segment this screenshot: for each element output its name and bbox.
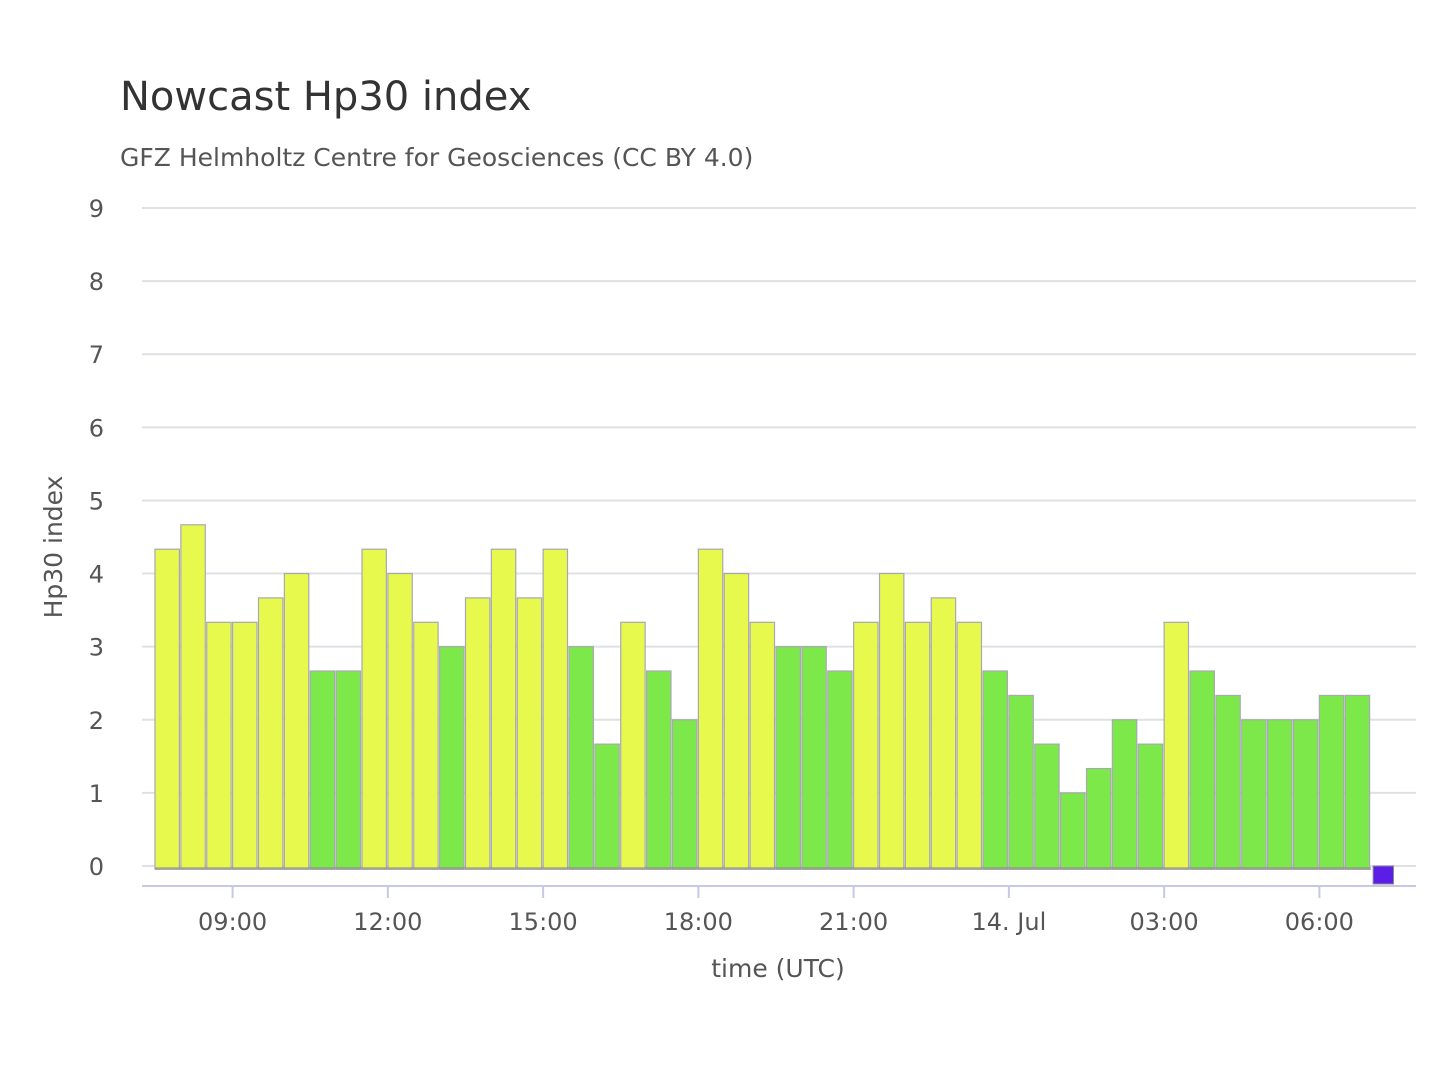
- x-tick-label: 12:00: [353, 908, 422, 936]
- baseline: [155, 867, 1372, 870]
- bar: [568, 646, 594, 870]
- bar: [646, 670, 672, 870]
- x-tick-label: 14. Jul: [971, 908, 1046, 936]
- bar: [206, 621, 232, 870]
- x-tick-label: 06:00: [1285, 908, 1354, 936]
- bar: [982, 670, 1008, 870]
- x-tick-label: 15:00: [509, 908, 578, 936]
- bar: [594, 743, 620, 870]
- bar: [1189, 670, 1215, 870]
- y-tick-label: 2: [89, 707, 104, 735]
- bar: [413, 621, 439, 870]
- x-axis-title: time (UTC): [711, 954, 845, 983]
- bar: [1060, 792, 1086, 870]
- bar: [154, 548, 180, 870]
- x-tick-label: 21:00: [819, 908, 888, 936]
- y-tick-label: 3: [89, 634, 104, 662]
- bar: [542, 548, 569, 870]
- bar: [1008, 694, 1034, 870]
- bar: [930, 597, 957, 870]
- bar: [1215, 694, 1241, 870]
- bar-series: [154, 524, 1394, 885]
- bar: [464, 597, 491, 870]
- bar: [283, 572, 310, 870]
- y-tick-label: 8: [89, 268, 104, 296]
- bar: [180, 524, 206, 870]
- bar: [1292, 719, 1319, 870]
- y-tick-label: 5: [89, 487, 104, 515]
- y-tick-label: 4: [89, 561, 104, 589]
- y-tick-label: 1: [89, 780, 104, 808]
- bar: [257, 597, 284, 870]
- bar: [1111, 719, 1138, 870]
- y-axis-ticks: 0 1 2 3 4 5 6 7 8 9: [89, 195, 104, 881]
- bar: [387, 572, 413, 870]
- bar: [775, 646, 801, 870]
- chart-subtitle: GFZ Helmholtz Centre for Geosciences (CC…: [120, 143, 754, 172]
- bar: [1344, 694, 1371, 870]
- bar: [490, 548, 517, 870]
- bar: [878, 572, 905, 870]
- x-tick-label: 18:00: [664, 908, 733, 936]
- bar: [516, 597, 543, 870]
- bar: [904, 621, 931, 870]
- x-tick-label: 09:00: [198, 908, 267, 936]
- x-tick-label: 03:00: [1130, 908, 1199, 936]
- bar: [1267, 719, 1293, 870]
- bar: [1085, 767, 1112, 870]
- bar: [1372, 865, 1394, 885]
- y-axis-title: Hp30 index: [39, 476, 68, 619]
- bar: [1241, 719, 1267, 870]
- y-tick-label: 7: [89, 341, 104, 369]
- y-tick-label: 0: [89, 853, 104, 881]
- x-axis: 09:00 12:00 15:00 18:00 21:00 14. Jul 03:00 06:…: [142, 885, 1416, 936]
- bar: [723, 572, 750, 870]
- y-tick-label: 6: [89, 414, 104, 442]
- bar: [801, 646, 827, 870]
- bar: [827, 670, 853, 870]
- bar: [853, 621, 879, 870]
- bar: [620, 621, 646, 870]
- bar: [749, 621, 776, 870]
- bar: [439, 646, 465, 870]
- bar: [335, 670, 362, 870]
- bar: [697, 548, 724, 870]
- chart-title: Nowcast Hp30 index: [120, 74, 532, 120]
- bar: [1137, 743, 1164, 870]
- bar: [1034, 743, 1060, 870]
- bar: [232, 621, 258, 870]
- bar: [671, 719, 698, 870]
- y-tick-label: 9: [89, 195, 104, 223]
- bar: [956, 621, 983, 870]
- bar: [1318, 694, 1345, 870]
- bar: [309, 670, 336, 870]
- bar: [361, 548, 387, 870]
- bar: [1163, 621, 1190, 870]
